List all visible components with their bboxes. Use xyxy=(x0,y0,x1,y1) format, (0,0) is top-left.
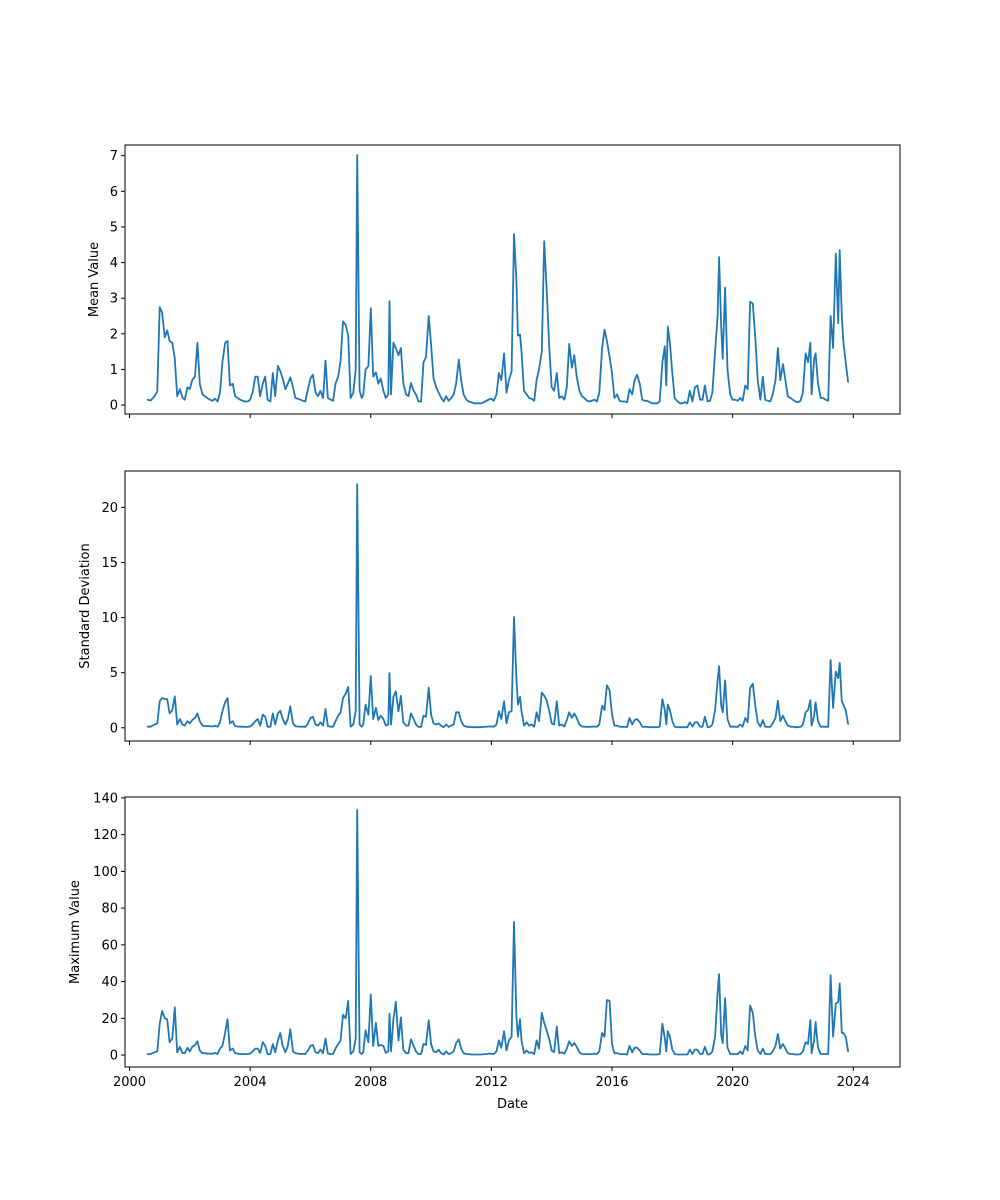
y-axis-label: Maximum Value xyxy=(68,880,83,984)
x-tick-label: 2004 xyxy=(234,1075,267,1090)
x-tick-label: 2000 xyxy=(113,1075,146,1090)
y-tick-label: 5 xyxy=(110,666,118,681)
plot-frame xyxy=(124,144,901,415)
y-tick-label: 20 xyxy=(101,1012,118,1027)
y-tick-label: 10 xyxy=(101,611,118,626)
y-axis-label: Mean Value xyxy=(87,242,102,317)
y-tick-label: 15 xyxy=(101,556,118,571)
y-tick-label: 3 xyxy=(110,292,118,307)
y-tick-label: 60 xyxy=(101,938,118,953)
y-tick-label: 0 xyxy=(110,399,118,414)
x-tick-label: 2020 xyxy=(716,1075,749,1090)
y-tick-label: 4 xyxy=(110,256,118,271)
y-tick-label: 2 xyxy=(110,327,118,342)
y-tick-label: 6 xyxy=(110,185,118,200)
y-tick-label: 1 xyxy=(110,363,118,378)
subplot-1: 0 1 2 3 4 5 6 7 Mean Value xyxy=(87,144,901,418)
y-axis-label: Standard Deviation xyxy=(78,543,93,668)
y-tick-label: 7 xyxy=(110,149,118,164)
y-tick-label: 5 xyxy=(110,220,118,235)
y-tick-label: 140 xyxy=(93,791,118,806)
y-tick-label: 20 xyxy=(101,501,118,516)
x-tick-label: 2016 xyxy=(595,1075,628,1090)
plot-frame xyxy=(124,796,901,1068)
y-tick-label: 40 xyxy=(101,975,118,990)
y-tick-label: 80 xyxy=(101,902,118,917)
plot-frame xyxy=(124,470,901,742)
y-tick-label: 120 xyxy=(93,828,118,843)
x-tick-label: 2012 xyxy=(475,1075,508,1090)
subplot-2: 0 5 10 15 20 Standard Deviation xyxy=(78,470,901,745)
x-tick-label: 2024 xyxy=(837,1075,870,1090)
y-tick-label: 0 xyxy=(110,721,118,736)
series-line xyxy=(146,483,849,729)
subplot-3: 0 20 40 60 80 100 120 140 2000 2004 2008 2012 2016 20… xyxy=(68,791,901,1112)
series-line xyxy=(146,809,849,1056)
x-axis-label: Date xyxy=(497,1097,528,1112)
series-line xyxy=(146,154,849,405)
y-tick-label: 100 xyxy=(93,865,118,880)
y-tick-label: 0 xyxy=(110,1049,118,1064)
x-tick-label: 2008 xyxy=(354,1075,387,1090)
